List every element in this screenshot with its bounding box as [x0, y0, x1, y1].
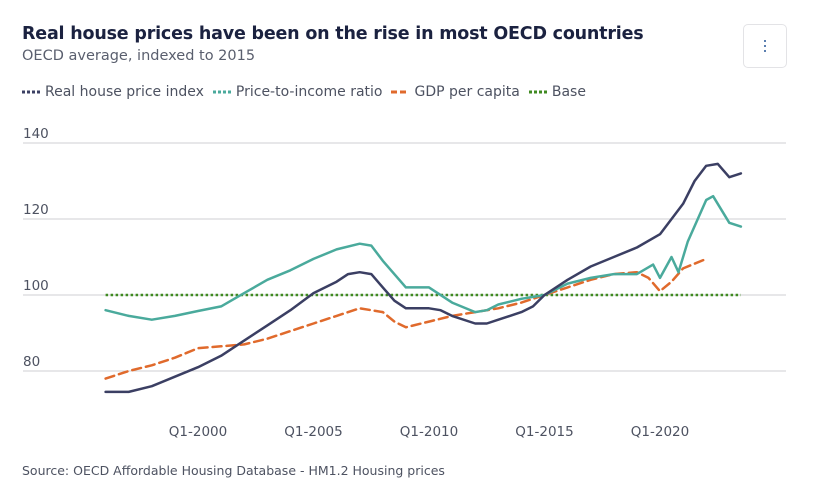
chart-legend: Real house price index Price-to-income r… — [22, 84, 586, 100]
legend-item-gdp-per-capita[interactable]: GDP per capita — [391, 84, 520, 100]
gridlines — [23, 142, 786, 372]
series-lines — [104, 162, 743, 394]
y-tick-label: 140 — [23, 126, 49, 142]
x-axis-ticks: Q1-2000 Q1-2005 Q1-2010 Q1-2015 Q1-2020 — [169, 424, 689, 440]
x-tick-label: Q1-2005 — [284, 424, 342, 440]
legend-label: Price-to-income ratio — [235, 84, 383, 100]
legend-swatch-icon — [528, 90, 547, 94]
y-axis-ticks: 80 100 120 140 — [23, 126, 49, 370]
x-tick-label: Q1-2020 — [631, 424, 689, 440]
series-line-real-house-price-index[interactable] — [104, 162, 743, 394]
legend-swatch-icon — [212, 90, 231, 94]
line-chart: 80 100 120 140 Q1-2000 Q1-2005 Q1-2010 Q1-2015… — [23, 126, 786, 440]
y-tick-label: 120 — [23, 202, 49, 218]
x-tick-label: Q1-2000 — [169, 424, 227, 440]
legend-item-base[interactable]: Base — [528, 84, 586, 100]
chart-menu-button[interactable] — [743, 24, 787, 68]
y-tick-label: 80 — [23, 354, 40, 370]
legend-label: Real house price index — [45, 84, 204, 100]
y-tick-label: 100 — [23, 278, 49, 294]
vertical-ellipsis-icon — [764, 40, 766, 52]
series-line-gdp-per-capita[interactable] — [104, 257, 708, 380]
chart-subtitle: OECD average, indexed to 2015 — [22, 48, 256, 64]
x-tick-label: Q1-2010 — [400, 424, 458, 440]
legend-item-price-to-income-ratio[interactable]: Price-to-income ratio — [212, 84, 383, 100]
legend-swatch-icon — [391, 90, 410, 94]
legend-label: Base — [551, 84, 586, 100]
chart-title: Real house prices have been on the rise … — [22, 24, 644, 44]
legend-label: GDP per capita — [414, 84, 520, 100]
series-line-price-to-income-ratio[interactable] — [104, 194, 743, 321]
legend-swatch-icon — [22, 90, 40, 94]
source-note: Source: OECD Affordable Housing Database… — [22, 463, 445, 478]
legend-item-real-house-price-index[interactable]: Real house price index — [22, 84, 204, 100]
x-tick-label: Q1-2015 — [515, 424, 573, 440]
